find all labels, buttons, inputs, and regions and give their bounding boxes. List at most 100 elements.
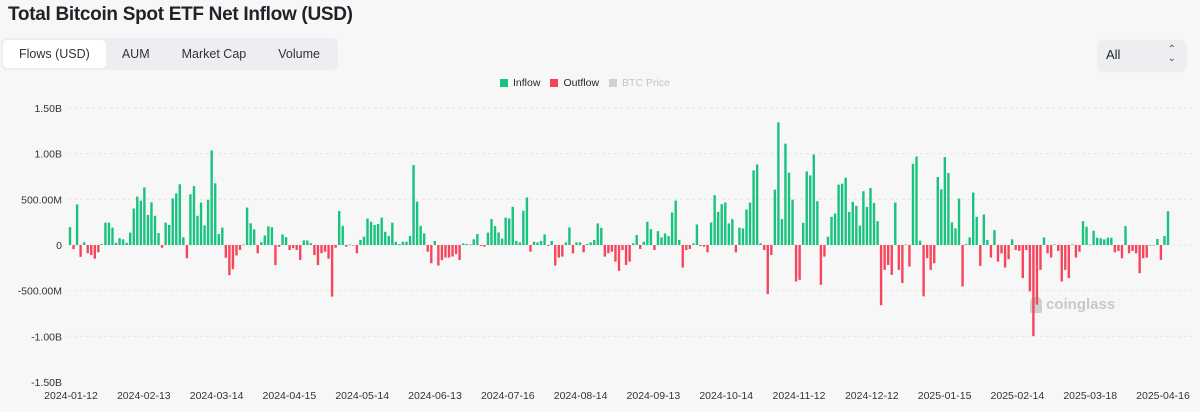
inflow-bar — [532, 241, 536, 245]
inflow-bar — [362, 236, 366, 245]
inflow-bar — [791, 199, 794, 245]
inflow-bar — [380, 217, 383, 245]
inflow-bar — [114, 242, 118, 245]
inflow-bar — [1152, 245, 1156, 246]
outflow-bar — [291, 245, 295, 249]
inflow-bar — [461, 243, 465, 245]
metric-tabs: Flows (USD) AUM Market Cap Volume — [1, 38, 338, 70]
tab-volume[interactable]: Volume — [278, 47, 320, 61]
outflow-bar — [879, 245, 883, 306]
inflow-bar — [472, 239, 475, 245]
inflow-bar — [270, 227, 274, 245]
inflow-bar — [376, 223, 380, 245]
outflow-bar — [224, 245, 228, 258]
outflow-bar — [313, 245, 316, 256]
inflow-bar — [214, 183, 217, 245]
inflow-bar — [398, 244, 401, 245]
inflow-bar — [518, 242, 522, 245]
inflow-bar — [649, 229, 653, 245]
watermark-text: coinglass — [1046, 296, 1116, 313]
inflow-bar — [1124, 226, 1127, 245]
outflow-bar — [1113, 245, 1117, 253]
outflow-bar — [925, 245, 929, 259]
inflow-bar — [536, 242, 539, 245]
outflow-bar — [639, 245, 642, 250]
inflow-bar — [631, 243, 635, 245]
inflow-bar — [1042, 237, 1046, 245]
outflow-bar — [1127, 245, 1131, 254]
outflow-swatch — [550, 79, 559, 87]
inflow-bar — [1110, 237, 1113, 245]
inflow-bar — [1106, 237, 1109, 245]
inflow-bar — [550, 240, 553, 245]
outflow-bar — [1007, 245, 1010, 260]
legend-inflow[interactable]: Inflow — [500, 77, 540, 89]
outflow-bar — [1046, 245, 1049, 254]
inflow-bar — [851, 201, 854, 245]
inflow-bar — [143, 187, 146, 245]
tab-flows[interactable]: Flows (USD) — [3, 40, 106, 68]
inflow-bar — [660, 237, 663, 245]
inflow-bar — [104, 222, 107, 245]
x-tick-label: 2024-06-13 — [408, 390, 462, 402]
inflow-bar — [242, 244, 245, 246]
inflow-bar — [915, 156, 918, 245]
outflow-bar — [430, 245, 433, 264]
inflow-bar — [511, 206, 514, 245]
inflow-bar — [167, 224, 171, 245]
inflow-bar — [366, 218, 369, 245]
outflow-bar — [185, 245, 189, 259]
inflow-bar — [139, 200, 143, 245]
outflow-bar — [440, 245, 444, 261]
inflow-bar — [593, 239, 596, 245]
outflow-bar — [610, 245, 614, 252]
outflow-bar — [1014, 245, 1017, 251]
outflow-bar — [1060, 245, 1063, 282]
outflow-bar — [1145, 245, 1148, 258]
tab-aum[interactable]: AUM — [121, 47, 150, 61]
chevron-up-down-icon: ⌃ ⌄ — [1167, 44, 1176, 64]
outflow-bar — [582, 245, 585, 253]
inflow-bar — [858, 225, 862, 245]
inflow-bar — [1095, 237, 1099, 245]
outflow-bar — [908, 245, 911, 267]
legend-inflow-label: Inflow — [513, 77, 541, 89]
outflow-bar — [458, 245, 461, 261]
inflow-bar — [1103, 239, 1106, 245]
x-tick-label: 2024-09-13 — [627, 390, 681, 402]
inflow-bar — [642, 241, 645, 245]
legend-btc-price[interactable]: BTC Price — [609, 77, 670, 89]
outflow-bar — [256, 245, 259, 254]
inflow-bar — [809, 175, 812, 245]
inflow-bar — [146, 214, 150, 245]
outflow-bar — [1078, 245, 1081, 252]
inflow-bar — [182, 237, 185, 245]
inflow-bar — [249, 223, 252, 245]
outflow-bar — [323, 245, 327, 252]
inflow-bar — [508, 218, 511, 245]
inflow-bar — [738, 227, 741, 245]
inflow-bar — [465, 244, 468, 245]
range-select[interactable]: All ⌃ ⌄ — [1098, 40, 1186, 70]
outflow-bar — [1057, 245, 1060, 251]
inflow-bar — [663, 233, 667, 245]
legend-outflow[interactable]: Outflow — [550, 77, 599, 89]
outflow-bar — [355, 245, 359, 254]
outflow-bar — [617, 245, 621, 271]
inflow-bar — [674, 200, 677, 245]
tab-market-cap[interactable]: Market Cap — [181, 47, 247, 61]
inflow-bar — [497, 232, 500, 245]
inflow-bar — [752, 170, 755, 245]
inflow-swatch — [500, 79, 508, 87]
inflow-bar — [716, 211, 720, 245]
outflow-bar — [529, 245, 532, 252]
x-tick-label: 2024-08-14 — [554, 390, 608, 402]
inflow-bar — [745, 209, 748, 245]
inflow-bar — [150, 202, 153, 245]
inflow-bar — [391, 222, 394, 245]
outflow-bar — [235, 245, 238, 256]
inflow-bar — [678, 239, 681, 245]
outflow-bar — [571, 245, 575, 254]
inflow-bar — [568, 227, 571, 245]
inflow-bar — [405, 241, 408, 245]
